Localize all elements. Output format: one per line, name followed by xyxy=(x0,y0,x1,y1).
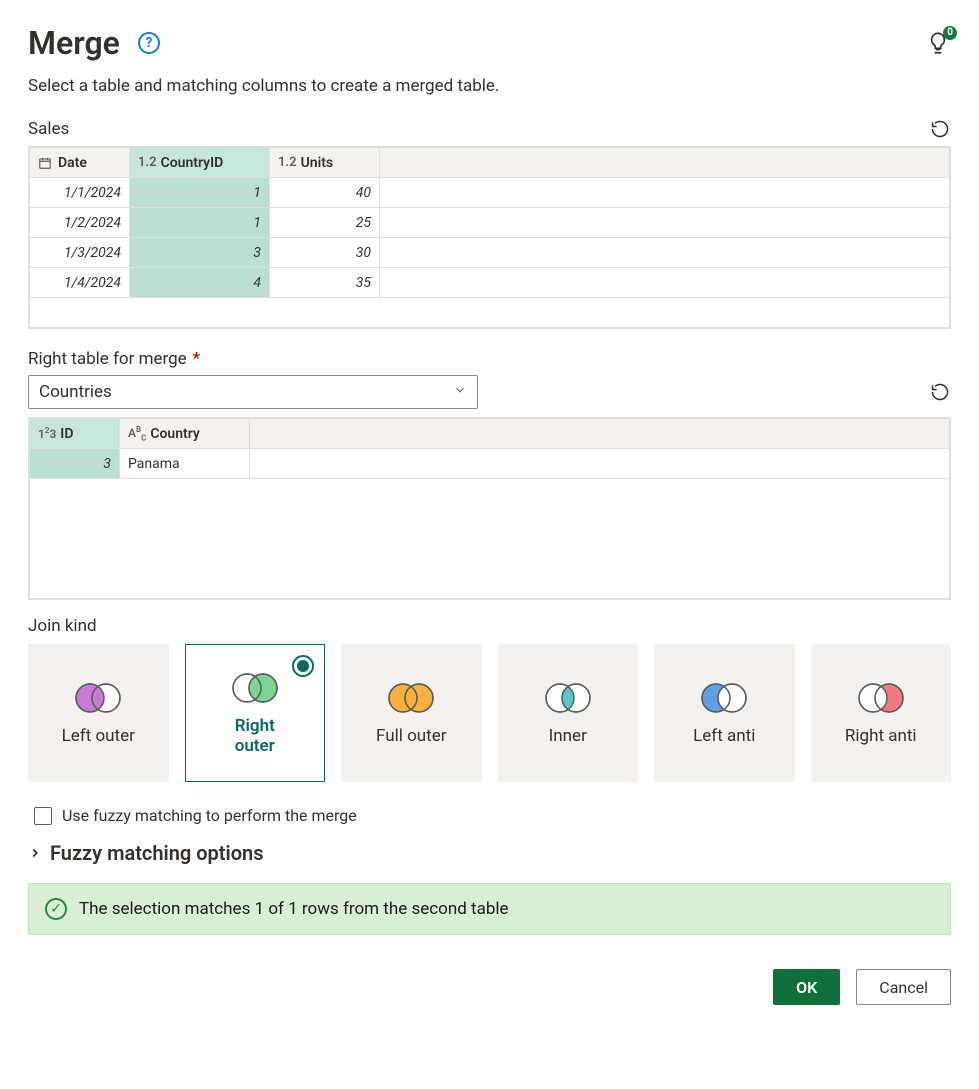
table-cell: 35 xyxy=(270,268,380,298)
cell-filler xyxy=(380,238,950,268)
join-card-right-outer[interactable]: Rightouter xyxy=(185,644,326,782)
join-card-inner[interactable]: Inner xyxy=(498,644,639,782)
table-cell: 3 xyxy=(130,238,270,268)
status-text: The selection matches 1 of 1 rows from t… xyxy=(79,899,509,919)
column-filler xyxy=(250,419,950,449)
body-filler xyxy=(30,298,950,328)
type-icon: 1.2 xyxy=(278,155,297,170)
cell-filler xyxy=(380,268,950,298)
table-row[interactable]: 1/3/2024330 xyxy=(30,238,950,268)
column-name: Country xyxy=(150,426,200,442)
table-cell: 30 xyxy=(270,238,380,268)
column-name: CountryID xyxy=(161,155,224,171)
chevron-down-icon xyxy=(453,382,467,402)
join-card-right-anti[interactable]: Right anti xyxy=(811,644,952,782)
refresh-table-a-icon[interactable] xyxy=(929,118,951,140)
join-card-left-outer[interactable]: Left outer xyxy=(28,644,169,782)
column-name: Units xyxy=(301,155,334,171)
table-cell: 1 xyxy=(130,208,270,238)
table-cell: 4 xyxy=(130,268,270,298)
table-cell: 1/2/2024 xyxy=(30,208,130,238)
fuzzy-options-toggle[interactable]: Fuzzy matching options xyxy=(28,841,951,865)
column-header[interactable]: 1.2 Units xyxy=(270,148,380,178)
table-row[interactable]: 3Panama xyxy=(30,449,950,479)
table-cell: Panama xyxy=(120,449,250,479)
table-row[interactable]: 1/2/2024125 xyxy=(30,208,950,238)
cell-filler xyxy=(380,178,950,208)
column-name: ID xyxy=(60,426,73,442)
table-a-name: Sales xyxy=(28,119,69,139)
table-row[interactable]: 1/4/2024435 xyxy=(30,268,950,298)
join-card-label: Full outer xyxy=(376,726,446,746)
help-icon[interactable]: ? xyxy=(138,32,160,54)
join-card-label: Right anti xyxy=(845,726,917,746)
join-card-label: Rightouter xyxy=(235,716,275,757)
cancel-button[interactable]: Cancel xyxy=(856,969,951,1005)
join-card-left-anti[interactable]: Left anti xyxy=(654,644,795,782)
table-a[interactable]: Date1.2CountryID1.2Units1/1/20241401/2/2… xyxy=(29,147,950,328)
join-kind-label: Join kind xyxy=(28,616,97,636)
fuzzy-checkbox-label: Use fuzzy matching to perform the merge xyxy=(62,806,357,825)
fuzzy-checkbox[interactable] xyxy=(34,807,52,825)
column-header[interactable]: 123 ID xyxy=(30,419,120,449)
table-row[interactable]: 1/1/2024140 xyxy=(30,178,950,208)
right-table-label: Right table for merge xyxy=(28,349,187,369)
table-cell: 25 xyxy=(270,208,380,238)
column-header[interactable]: ABCCountry xyxy=(120,419,250,449)
table-b[interactable]: 123IDABCCountry3Panama xyxy=(29,418,950,599)
type-icon: 1.2 xyxy=(138,155,157,170)
table-cell: 1/1/2024 xyxy=(30,178,130,208)
required-asterisk: * xyxy=(193,349,200,369)
column-filler xyxy=(380,148,950,178)
refresh-table-b-icon[interactable] xyxy=(929,381,951,403)
cell-filler xyxy=(250,449,950,479)
idea-icon[interactable]: 0 xyxy=(925,30,951,56)
table-cell: 40 xyxy=(270,178,380,208)
right-table-select[interactable]: Countries xyxy=(28,375,478,409)
fuzzy-options-label: Fuzzy matching options xyxy=(50,841,263,865)
join-card-label: Left anti xyxy=(693,726,755,746)
column-header[interactable]: Date xyxy=(30,148,130,178)
join-radio-icon xyxy=(292,655,314,677)
dialog-subtitle: Select a table and matching columns to c… xyxy=(28,76,951,96)
right-table-select-value: Countries xyxy=(39,382,112,402)
join-card-label: Left outer xyxy=(62,726,135,746)
table-cell: 3 xyxy=(30,449,120,479)
table-cell: 1/4/2024 xyxy=(30,268,130,298)
join-kind-row: Left outer Rightouter Full xyxy=(28,644,951,782)
type-icon: ABC xyxy=(128,425,146,442)
cell-filler xyxy=(380,208,950,238)
merge-dialog: Merge ? 0 Select a table and matching co… xyxy=(0,0,979,1033)
join-card-full-outer[interactable]: Full outer xyxy=(341,644,482,782)
checkmark-icon: ✓ xyxy=(45,898,67,920)
type-icon: 123 xyxy=(38,426,56,441)
table-cell: 1/3/2024 xyxy=(30,238,130,268)
join-card-label: Inner xyxy=(549,726,587,746)
column-name: Date xyxy=(58,155,87,171)
ok-button[interactable]: OK xyxy=(773,969,840,1005)
idea-badge: 0 xyxy=(943,26,957,40)
dialog-title: Merge xyxy=(28,24,120,62)
status-banner: ✓ The selection matches 1 of 1 rows from… xyxy=(28,883,951,935)
column-header[interactable]: 1.2 CountryID xyxy=(130,148,270,178)
body-filler xyxy=(30,479,950,599)
table-cell: 1 xyxy=(130,178,270,208)
type-icon xyxy=(38,156,54,170)
